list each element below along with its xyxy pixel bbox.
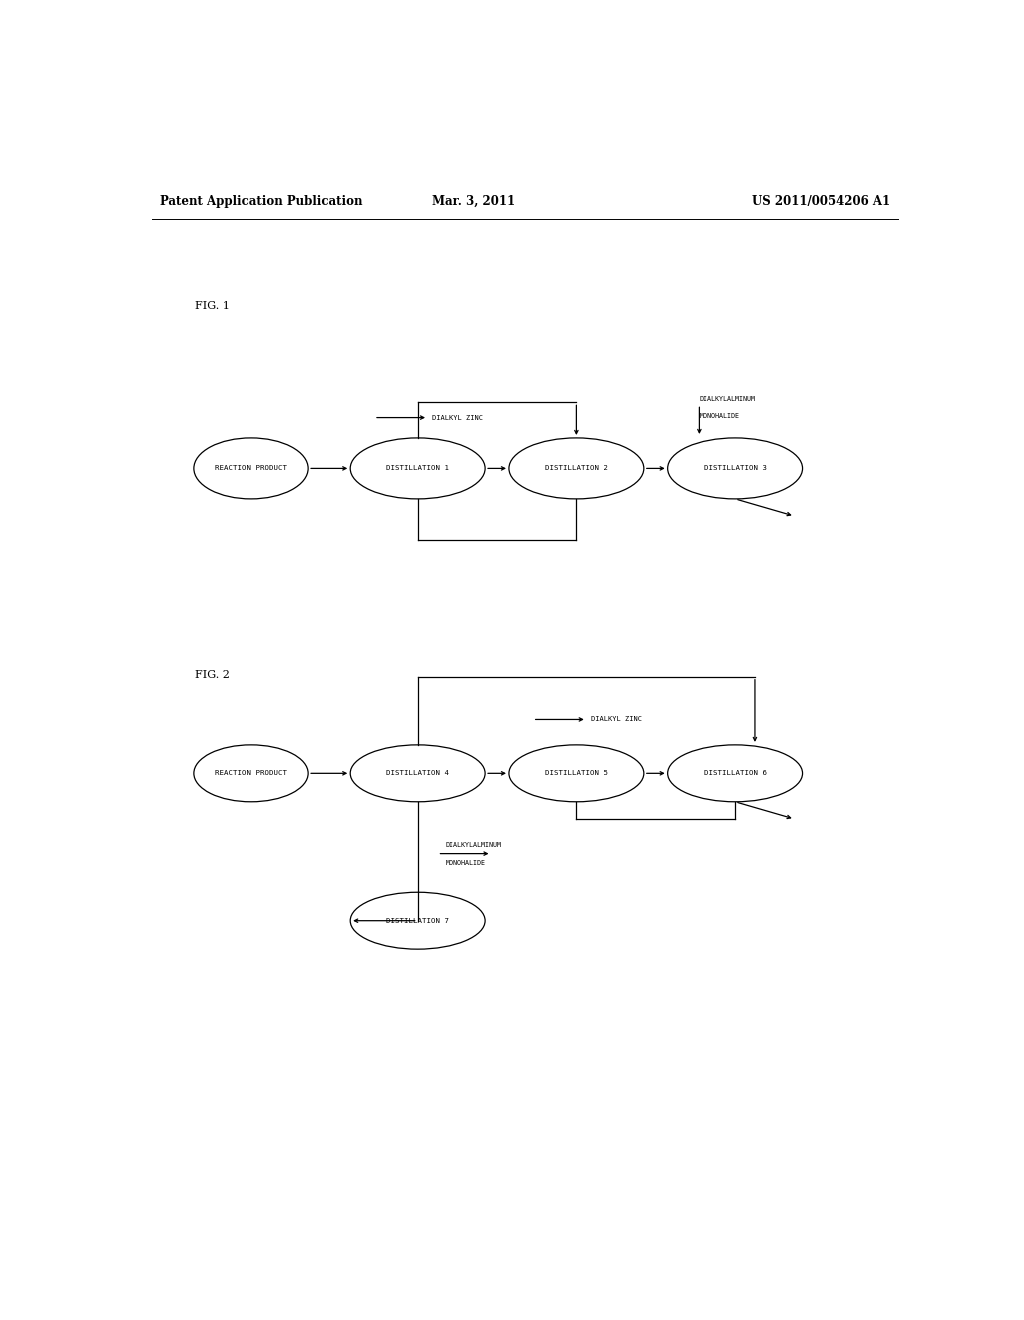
Text: REACTION PRODUCT: REACTION PRODUCT	[215, 466, 287, 471]
Text: Mar. 3, 2011: Mar. 3, 2011	[432, 194, 515, 207]
Text: DISTILLATION 1: DISTILLATION 1	[386, 466, 450, 471]
Text: MONOHALIDE: MONOHALIDE	[445, 859, 485, 866]
Text: MONOHALIDE: MONOHALIDE	[699, 412, 739, 418]
Ellipse shape	[350, 892, 485, 949]
Ellipse shape	[194, 744, 308, 801]
Ellipse shape	[194, 438, 308, 499]
Ellipse shape	[350, 744, 485, 801]
Text: DISTILLATION 6: DISTILLATION 6	[703, 771, 767, 776]
Ellipse shape	[668, 744, 803, 801]
Text: DISTILLATION 4: DISTILLATION 4	[386, 771, 450, 776]
Ellipse shape	[509, 744, 644, 801]
Text: DISTILLATION 5: DISTILLATION 5	[545, 771, 608, 776]
Text: FIG. 2: FIG. 2	[196, 669, 230, 680]
Text: DISTILLATION 2: DISTILLATION 2	[545, 466, 608, 471]
Text: DISTILLATION 3: DISTILLATION 3	[703, 466, 767, 471]
Ellipse shape	[668, 438, 803, 499]
Text: DIALKYLALMINUM: DIALKYLALMINUM	[699, 396, 756, 403]
Text: DIALKYL ZINC: DIALKYL ZINC	[432, 414, 483, 421]
Text: REACTION PRODUCT: REACTION PRODUCT	[215, 771, 287, 776]
Text: DIALKYL ZINC: DIALKYL ZINC	[591, 717, 642, 722]
Ellipse shape	[350, 438, 485, 499]
Text: FIG. 1: FIG. 1	[196, 301, 230, 310]
Ellipse shape	[509, 438, 644, 499]
Text: US 2011/0054206 A1: US 2011/0054206 A1	[752, 194, 890, 207]
Text: Patent Application Publication: Patent Application Publication	[160, 194, 362, 207]
Text: DIALKYLALMINUM: DIALKYLALMINUM	[445, 842, 502, 847]
Text: DISTILLATION 7: DISTILLATION 7	[386, 917, 450, 924]
